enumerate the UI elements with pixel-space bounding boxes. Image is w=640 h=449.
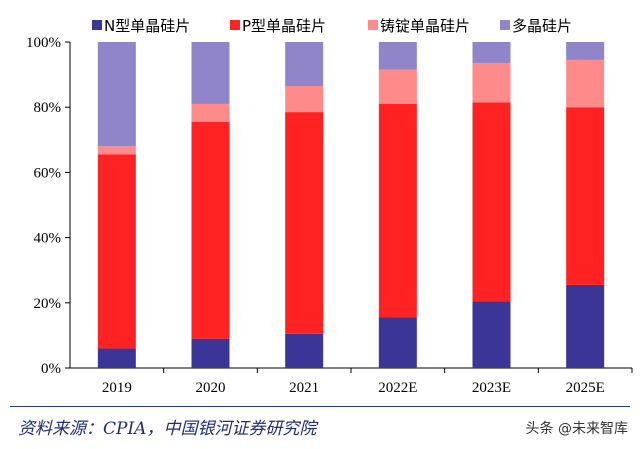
legend-label: 多晶硅片	[512, 17, 572, 35]
legend-label: P型单晶硅片	[242, 17, 326, 35]
x-tick-label: 2025E	[566, 380, 605, 396]
bar-segment-series-3	[191, 42, 230, 104]
legend-swatch	[368, 20, 378, 30]
y-tick-label: 60%	[34, 165, 62, 181]
bar-stack-2023E	[472, 42, 511, 368]
bar-segment-series-0	[566, 284, 605, 368]
y-tick-label: 20%	[34, 296, 62, 312]
bar-segment-series-1	[566, 107, 605, 285]
legend-item-2: 铸锭单晶硅片	[368, 17, 470, 35]
bar-segment-series-2	[285, 86, 324, 113]
legend-item-3: 多晶硅片	[500, 17, 572, 35]
legend-swatch	[230, 20, 240, 30]
source-note: 资料来源：CPIA，中国银河证券研究院	[18, 419, 317, 439]
x-tick-label: 2022E	[378, 380, 417, 396]
y-tick-label: 100%	[26, 35, 61, 51]
bar-segment-series-3	[566, 42, 605, 60]
y-tick-label: 40%	[34, 231, 62, 247]
legend: N型单晶硅片 P型单晶硅片 铸锭单晶硅片 多晶硅片	[92, 17, 572, 35]
bar-segment-series-3	[472, 42, 511, 64]
axes	[65, 41, 633, 373]
bar-segment-series-1	[285, 112, 324, 334]
y-tick-label: 0%	[41, 361, 61, 377]
bar-segment-series-0	[378, 317, 417, 368]
bar-segment-series-1	[97, 154, 136, 349]
bar-segment-series-1	[191, 121, 230, 339]
x-tick-labels: 2019 2020 2021 2022E 2023E 2025E	[102, 380, 605, 396]
y-tick-labels: 0% 20% 40% 60% 80% 100%	[26, 35, 61, 377]
x-tick-label: 2020	[196, 380, 226, 396]
bar-segment-series-3	[285, 42, 324, 87]
bar-stack-2025E	[566, 42, 605, 368]
bar-segment-series-1	[378, 103, 417, 318]
bar-segment-series-2	[97, 146, 136, 155]
legend-swatch	[500, 20, 510, 30]
source-divider	[10, 406, 630, 407]
bar-stack-2021	[285, 42, 324, 368]
bar-segment-series-0	[472, 301, 511, 368]
bar-segment-series-0	[191, 338, 230, 368]
legend-swatch	[92, 20, 102, 30]
legend-item-0: N型单晶硅片	[92, 17, 190, 35]
x-tick-label: 2021	[289, 380, 319, 396]
bar-segment-series-1	[472, 102, 511, 302]
bar-segment-series-2	[472, 63, 511, 103]
x-tick-label: 2023E	[472, 380, 511, 396]
bar-segment-series-0	[285, 333, 324, 368]
legend-item-1: P型单晶硅片	[230, 17, 326, 35]
y-tick-label: 80%	[34, 100, 62, 116]
bar-stack-2019	[97, 42, 136, 368]
bar-segment-series-3	[378, 42, 417, 70]
stacked-bar-chart: N型单晶硅片 P型单晶硅片 铸锭单晶硅片 多晶硅片 0% 20% 40% 60% 80% 100…	[26, 17, 633, 396]
bar-stack-2020	[191, 42, 230, 368]
bar-segment-series-3	[97, 42, 136, 147]
watermark: 头条 @未来智库	[525, 421, 628, 437]
bar-segment-series-0	[97, 348, 136, 368]
legend-label: 铸锭单晶硅片	[380, 17, 470, 35]
bar-segment-series-2	[378, 69, 417, 104]
legend-label: N型单晶硅片	[104, 17, 190, 35]
bar-segment-series-2	[191, 103, 230, 122]
bar-stack-2022E	[378, 42, 417, 368]
bar-segment-series-2	[566, 59, 605, 108]
bars	[97, 42, 605, 368]
x-tick-label: 2019	[102, 380, 132, 396]
